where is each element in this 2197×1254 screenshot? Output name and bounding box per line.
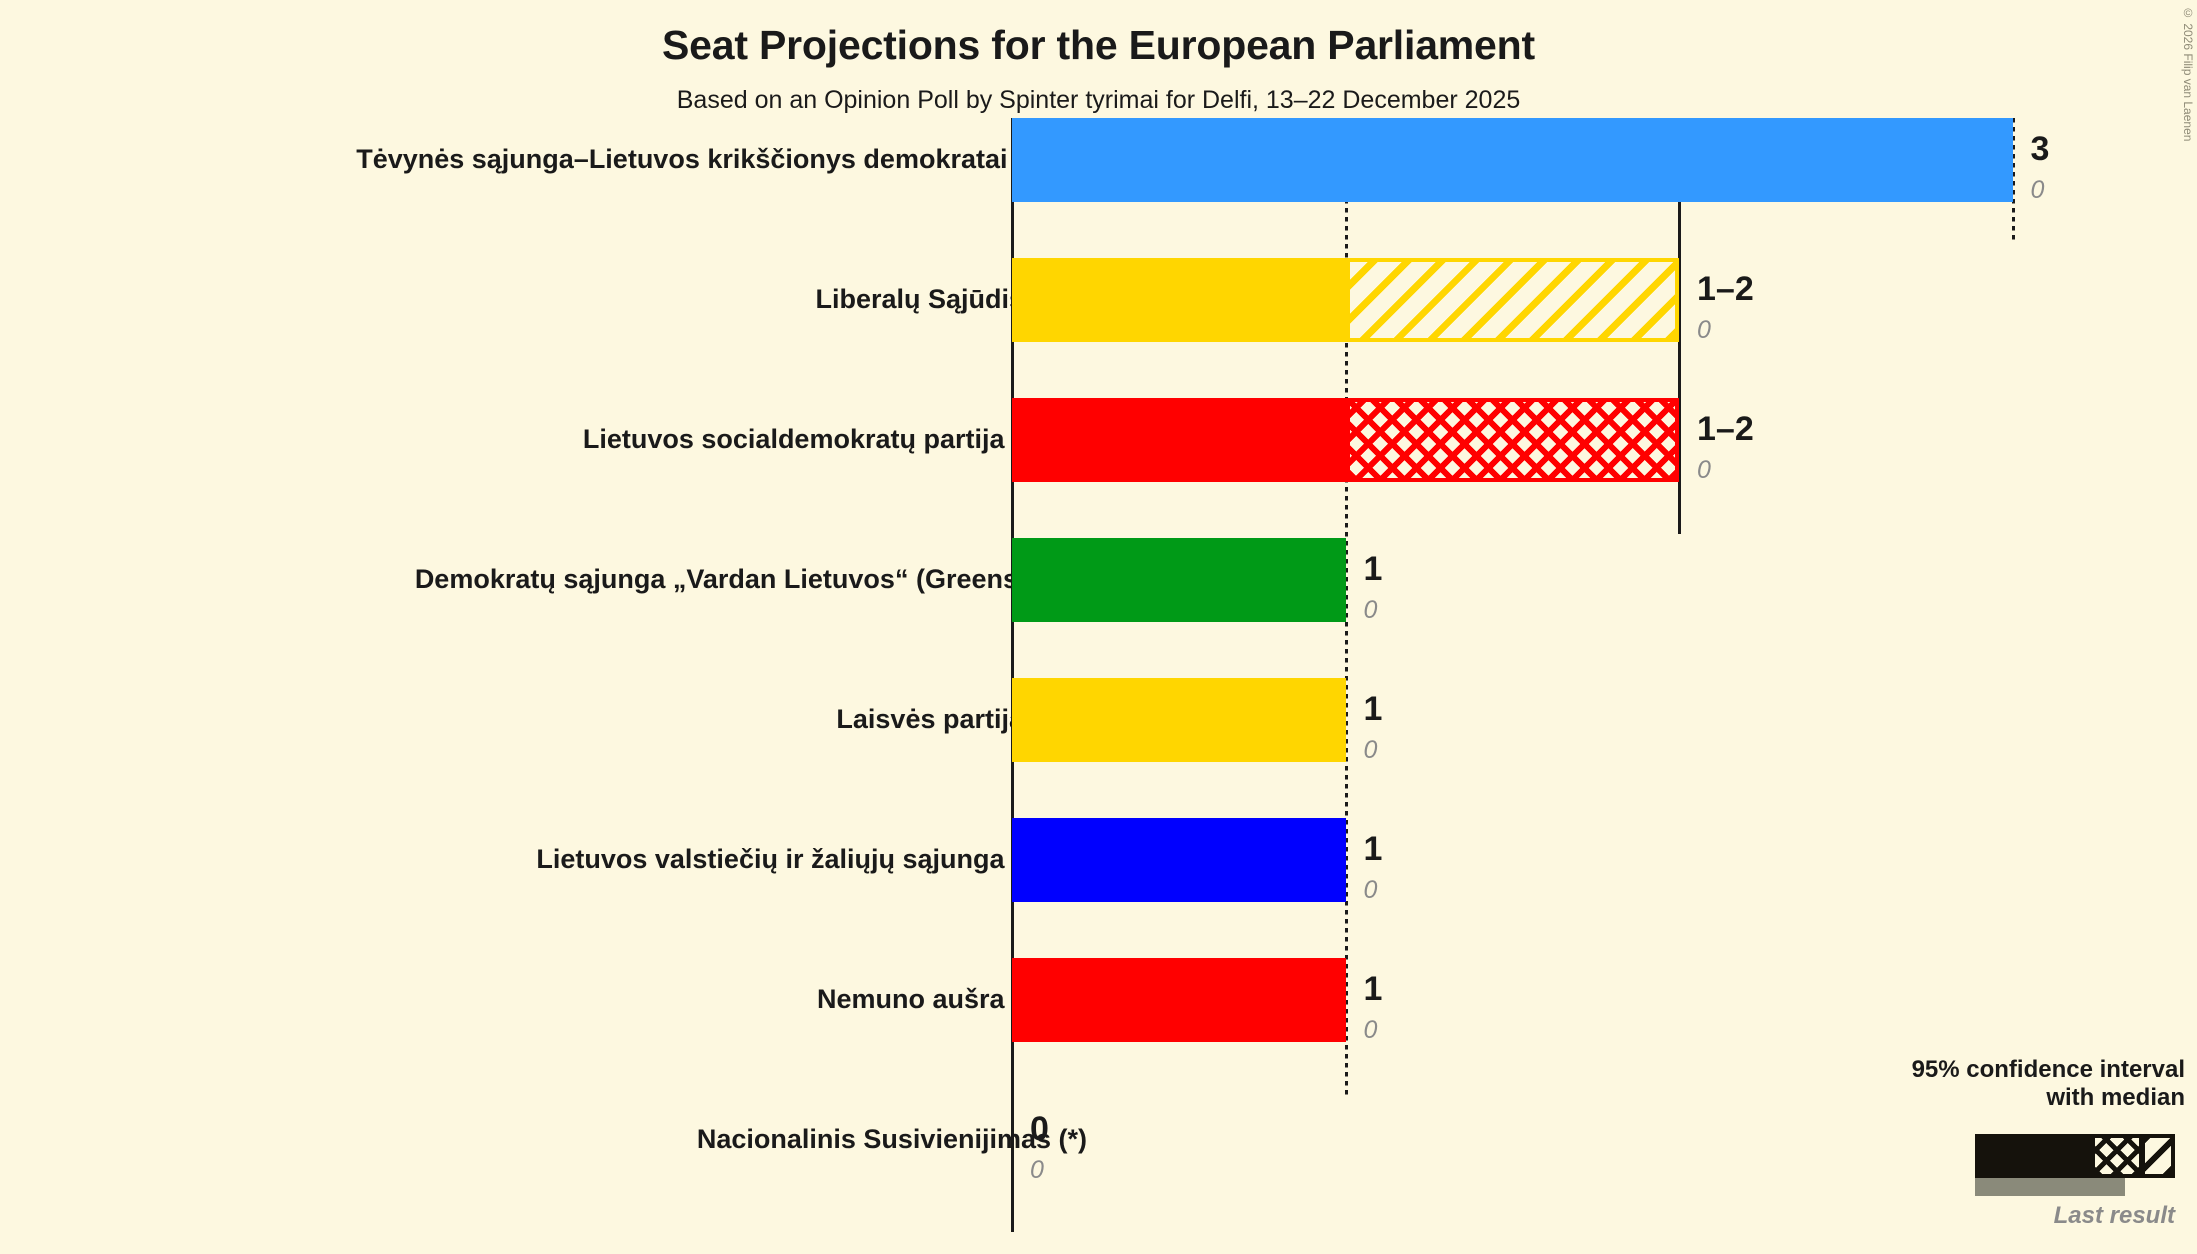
value-label-1: 1–2 [1697, 270, 1754, 308]
row-label-3: Demokratų sąjunga „Vardan Lietuvos“ (Gre… [414, 564, 1087, 594]
chart-row: Nacionalinis Susivienijimas (*) 0 0 [0, 1098, 2197, 1238]
row-label-1: Liberalų Sąjūdis (RE) [815, 284, 1087, 314]
legend-sample-bar [1975, 1134, 2175, 1178]
bar-segment-diag [1345, 258, 1679, 342]
last-result-label-2: 0 [1697, 456, 1711, 484]
page-title: Seat Projections for the European Parlia… [662, 22, 1535, 68]
bar-segment-solid [1012, 678, 1346, 762]
row-label-2: Lietuvos socialdemokratų partija (S&D) [582, 424, 1087, 454]
legend-segment-diagonal [2141, 1134, 2175, 1178]
row-label-4: Laisvės partija (RE) [836, 704, 1087, 734]
legend-segment-crosshatch [2091, 1134, 2143, 1178]
copyright-notice: © 2026 Filip van Laenen [2181, 6, 2195, 142]
row-label-7: Nacionalinis Susivienijimas (*) [696, 1124, 1087, 1154]
value-label-4: 1 [1363, 690, 1383, 728]
bar-segment-solid [1012, 538, 1346, 622]
y-axis-line [1011, 118, 1014, 1232]
chart-row: Tėvynės sąjunga–Lietuvos krikščionys dem… [0, 118, 2197, 258]
chart-row: Demokratų sąjunga „Vardan Lietuvos“ (Gre… [0, 538, 2197, 678]
chart-row: Nemuno aušra (S&D) 1 0 [0, 958, 2197, 1098]
last-result-label-3: 0 [1363, 596, 1378, 624]
gridline-3 [2011, 118, 2015, 244]
last-result-label-0: 0 [2030, 176, 2045, 204]
last-result-label-1: 0 [1697, 316, 1711, 344]
legend-line-1: 95% confidence interval [1911, 1056, 2185, 1083]
chart-row: Laisvės partija (RE) 1 0 [0, 678, 2197, 818]
value-label-6: 1 [1363, 970, 1383, 1008]
last-result-label-5: 0 [1363, 876, 1378, 904]
gridline-1 [1344, 118, 1348, 1096]
value-label-3: 1 [1363, 550, 1383, 588]
chart-row: Lietuvos socialdemokratų partija (S&D) 1–… [0, 398, 2197, 538]
row-label-5: Lietuvos valstiečių ir žaliųjų sąjunga (… [536, 844, 1087, 874]
row-label-0: Tėvynės sąjunga–Lietuvos krikščionys dem… [356, 144, 1087, 174]
gridline-2 [1678, 118, 1681, 534]
chart-row: Liberalų Sąjūdis (RE) 1–2 0 [0, 258, 2197, 398]
value-label-5: 1 [1363, 830, 1383, 868]
chart-subtitle: Based on an Opinion Poll by Spinter tyri… [676, 86, 1521, 114]
legend-line-2: with median [2046, 1084, 2185, 1112]
legend-last-result-bar [1975, 1178, 2125, 1196]
bar-segment-solid [1012, 958, 1346, 1042]
legend-segment-median [1975, 1134, 2093, 1178]
bar-segment-solid [1012, 118, 2013, 202]
value-label-7: 0 [1030, 1110, 1049, 1148]
legend-last-result-label: Last result [2053, 1202, 2175, 1229]
bar-segment-cross [1345, 398, 1679, 482]
bar-segment-solid [1012, 398, 1346, 482]
bar-segment-solid [1012, 818, 1346, 902]
legend: 95% confidence interval with median Last… [1785, 1056, 2185, 1229]
value-label-0: 3 [2030, 130, 2050, 168]
last-result-label-4: 0 [1363, 736, 1378, 764]
row-label-6: Nemuno aušra (S&D) [816, 984, 1087, 1014]
last-result-label-6: 0 [1363, 1016, 1378, 1044]
last-result-label-7: 0 [1030, 1156, 1044, 1184]
value-label-2: 1–2 [1697, 410, 1754, 448]
chart-row: Lietuvos valstiečių ir žaliųjų sąjunga (… [0, 818, 2197, 958]
bar-segment-solid [1012, 258, 1346, 342]
